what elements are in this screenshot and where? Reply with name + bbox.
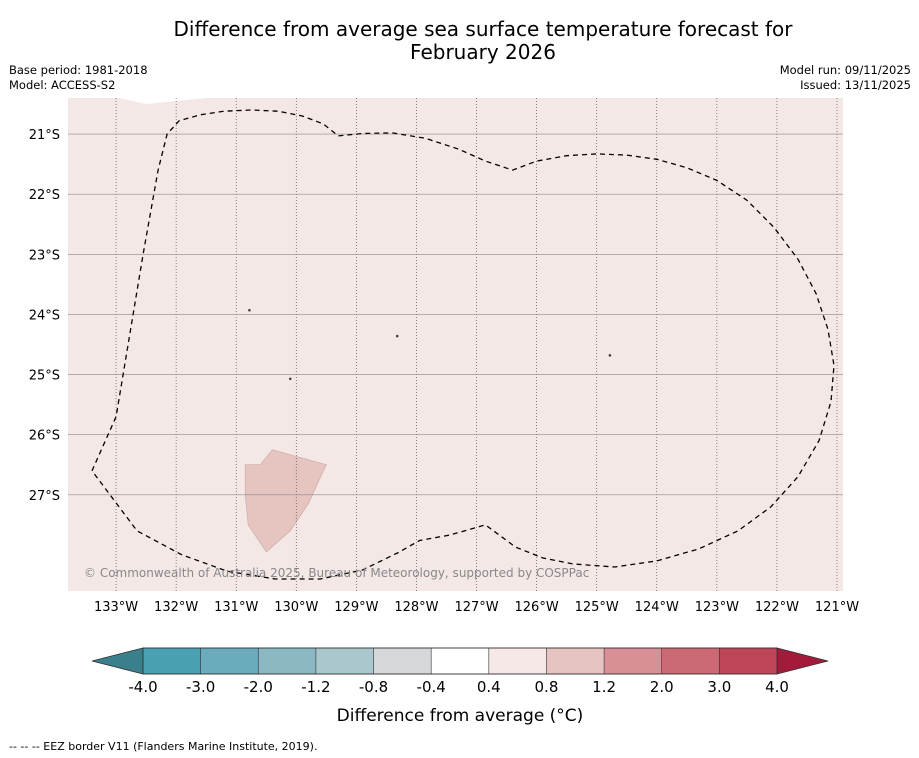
- longitude-tick-label: 123°W: [695, 600, 739, 615]
- colorbar-bin: [603, 647, 663, 675]
- longitude-tick-label: 121°W: [815, 600, 859, 615]
- colorbar-bin: [430, 647, 490, 675]
- base-period: Base period: 1981-2018: [9, 63, 148, 77]
- map-background: [68, 98, 843, 591]
- latitude-tick-label: 21°S: [29, 128, 60, 143]
- colorbar-tick-label: -2.0: [244, 678, 273, 696]
- longitude-tick-label: 128°W: [394, 600, 438, 615]
- longitude-tick-label: 130°W: [274, 600, 318, 615]
- colorbar-bin: [661, 647, 720, 675]
- colorbar: -4.0 -3.0 -2.0 -1.2 -0.8 -0.4 0.4 0.8 1.2 2.0 3.0 4…: [91, 647, 829, 726]
- eez-border: [91, 109, 835, 580]
- latitude-tick-label: 23°S: [29, 248, 60, 263]
- longitude-tick-label: 122°W: [755, 600, 799, 615]
- copyright-text: © Commonwealth of Australia 2025, Bureau…: [84, 566, 589, 580]
- colorbar-tick-label: -3.0: [186, 678, 215, 696]
- longitude-labels: 133°W 132°W 131°W 130°W 129°W 128°W 127°W 126°W…: [94, 600, 859, 615]
- colorbar-bin: [200, 647, 259, 675]
- chart-title: Difference from average sea surface temp…: [60, 18, 906, 64]
- colorbar-bin: [257, 647, 317, 675]
- latitude-labels: 21°S 22°S 23°S 24°S 25°S 26°S 27°S: [29, 128, 60, 504]
- graticule: [68, 98, 843, 591]
- island-marker: [248, 308, 251, 312]
- island-marker: [395, 334, 399, 338]
- colorbar-tick-label: 3.0: [707, 678, 731, 696]
- colorbar-tick-label: 2.0: [650, 678, 674, 696]
- longitude-tick-label: 133°W: [94, 600, 138, 615]
- colorbar-tick-label: -1.2: [301, 678, 330, 696]
- title-line-2: February 2026: [410, 40, 556, 64]
- sst-anomaly-map: © Commonwealth of Australia 2025, Bureau…: [29, 98, 859, 726]
- islands: [248, 308, 612, 381]
- longitude-tick-label: 127°W: [454, 600, 498, 615]
- latitude-tick-label: 24°S: [29, 308, 60, 323]
- colorbar-frame: [142, 647, 778, 675]
- colorbar-bin: [373, 647, 432, 675]
- longitude-tick-label: 126°W: [515, 600, 559, 615]
- colorbar-tick-labels: -4.0 -3.0 -2.0 -1.2 -0.8 -0.4 0.4 0.8 1.2 2.0 3.0 4…: [128, 678, 789, 696]
- latitude-tick-label: 25°S: [29, 369, 60, 384]
- latitude-tick-label: 27°S: [29, 489, 60, 504]
- model-name: Model: ACCESS-S2: [9, 78, 116, 92]
- title-line-1: Difference from average sea surface temp…: [173, 17, 793, 41]
- colorbar-tick-label: -4.0: [128, 678, 157, 696]
- colorbar-tick-label: -0.4: [417, 678, 446, 696]
- island-marker: [288, 377, 292, 381]
- colorbar-tick-label: 1.2: [592, 678, 616, 696]
- colorbar-tick-label: -0.8: [359, 678, 388, 696]
- longitude-tick-label: 132°W: [154, 600, 198, 615]
- longitude-tick-label: 129°W: [334, 600, 378, 615]
- warm-anomaly-patch: [244, 449, 327, 553]
- eez-footnote: -- -- -- EEZ border V11 (Flanders Marine…: [9, 740, 318, 753]
- longitude-tick-label: 124°W: [635, 600, 679, 615]
- latitude-tick-label: 22°S: [29, 188, 60, 203]
- colorbar-high-extension: [776, 647, 829, 675]
- colorbar-bin: [315, 647, 375, 675]
- colorbar-tick-label: 4.0: [765, 678, 789, 696]
- colorbar-bin: [488, 647, 548, 675]
- colorbar-bin: [719, 647, 778, 675]
- colorbar-label: Difference from average (°C): [337, 706, 584, 726]
- north-edge-anomaly-patch: [119, 98, 207, 104]
- meta-right: Model run: 09/11/2025 Issued: 13/11/2025: [780, 63, 911, 93]
- model-run: Model run: 09/11/2025: [779, 63, 911, 77]
- colorbar-tick-label: 0.8: [535, 678, 559, 696]
- colorbar-bins: [142, 647, 778, 675]
- meta-left: Base period: 1981-2018 Model: ACCESS-S2: [9, 63, 148, 93]
- longitude-tick-label: 125°W: [575, 600, 619, 615]
- colorbar-tick-label: 0.4: [477, 678, 501, 696]
- island-marker: [608, 354, 612, 357]
- colorbar-bin: [142, 647, 202, 675]
- latitude-tick-label: 26°S: [29, 429, 60, 444]
- issued-date: Issued: 13/11/2025: [800, 78, 911, 92]
- colorbar-low-extension: [91, 647, 144, 675]
- colorbar-bin: [546, 647, 605, 675]
- longitude-tick-label: 131°W: [214, 600, 258, 615]
